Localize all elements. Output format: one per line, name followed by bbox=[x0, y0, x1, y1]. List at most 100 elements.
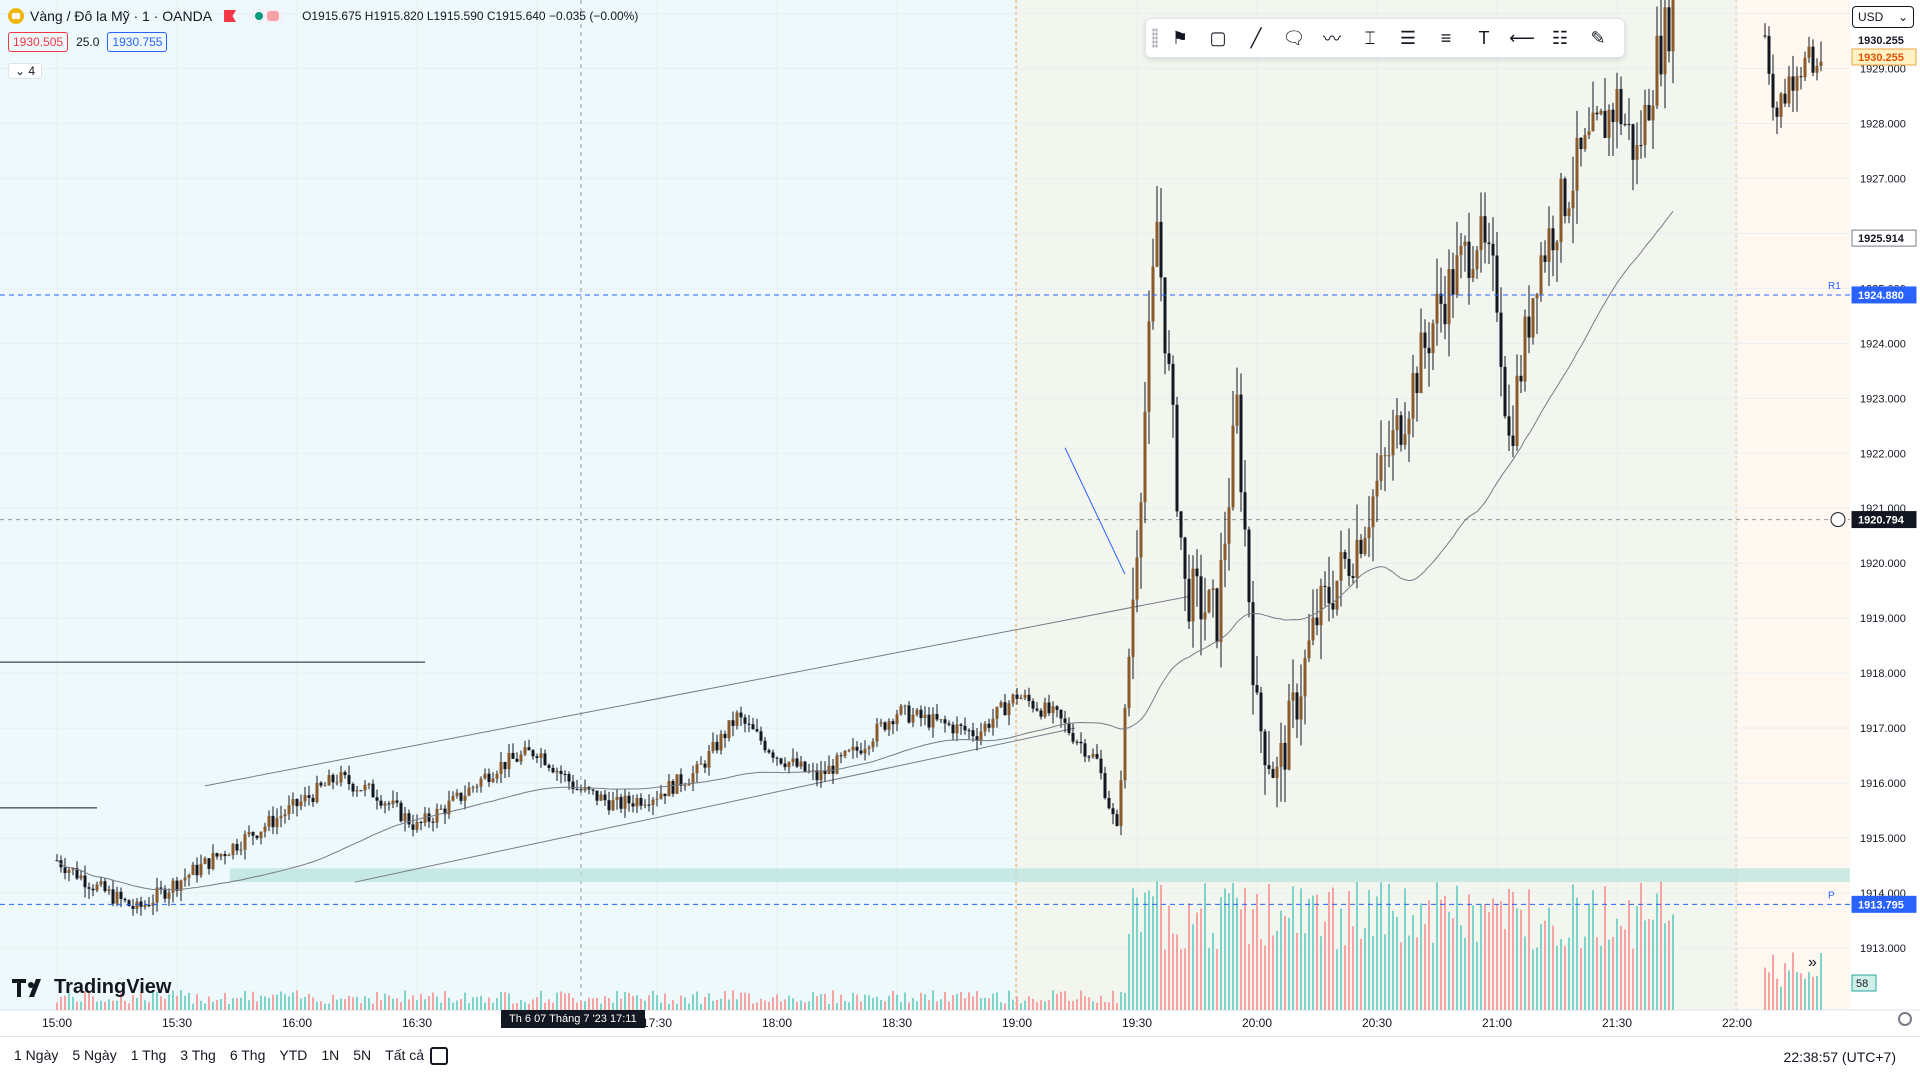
volume-bar bbox=[944, 991, 946, 1010]
candle-body bbox=[1367, 527, 1371, 538]
price-label-box bbox=[1851, 286, 1917, 304]
text-tool-icon[interactable]: T bbox=[1478, 27, 1490, 48]
calendar-icon[interactable] bbox=[430, 1047, 448, 1065]
candle-body bbox=[523, 747, 527, 755]
range-button-1[interactable]: 5 Ngày bbox=[72, 1047, 117, 1063]
volume-bar bbox=[1304, 933, 1306, 1010]
volume-bar bbox=[88, 990, 90, 1010]
volume-bar bbox=[1196, 912, 1198, 1010]
brush-tool-icon[interactable]: ✎ bbox=[1590, 27, 1606, 48]
trendline-tool-icon[interactable]: ╱ bbox=[1250, 27, 1262, 48]
candle-body bbox=[259, 831, 263, 839]
volume-bar bbox=[180, 990, 182, 1010]
drag-handle-icon[interactable] bbox=[1152, 28, 1158, 48]
candle-body bbox=[959, 724, 963, 726]
candle-body bbox=[155, 887, 159, 903]
volume-bar bbox=[376, 992, 378, 1010]
volume-bar bbox=[1416, 937, 1418, 1010]
candle-body bbox=[1663, 7, 1667, 75]
range-tool-icon[interactable]: ⌶ bbox=[1364, 27, 1376, 48]
flag-tool-icon[interactable]: ⚑ bbox=[1171, 27, 1189, 48]
price-tick-label: 1928.000 bbox=[1860, 118, 1906, 130]
chevron-down-icon: ⌄ bbox=[1897, 10, 1908, 24]
indicators-toggle[interactable]: ⌄ 4 bbox=[8, 63, 43, 79]
candle-body bbox=[1563, 178, 1567, 217]
candle-body bbox=[607, 800, 611, 811]
sell-button[interactable]: 1930.505 bbox=[8, 32, 69, 52]
filter-tool-icon[interactable]: ≡ bbox=[1440, 27, 1452, 48]
range-button-7[interactable]: 5N bbox=[353, 1047, 372, 1063]
flag-icon[interactable] bbox=[224, 10, 237, 22]
candle-body bbox=[935, 713, 939, 720]
range-button-5[interactable]: YTD bbox=[279, 1047, 308, 1063]
candle-body bbox=[1435, 293, 1439, 324]
candle-body bbox=[1411, 373, 1415, 419]
volume-bar bbox=[1800, 973, 1802, 1010]
candle-body bbox=[335, 782, 339, 784]
volume-bar bbox=[1648, 919, 1650, 1010]
menu-icon[interactable]: ☷ bbox=[1551, 27, 1569, 48]
candle-body bbox=[395, 800, 399, 803]
status-pill[interactable] bbox=[250, 9, 285, 23]
volume-bar bbox=[1224, 888, 1226, 1010]
currency-select[interactable]: USD ⌄ bbox=[1852, 6, 1914, 28]
drawing-toolbar[interactable]: ⚑ ▢ ╱ 🗨 〰 ⌶ ☰ ≡ T ⟵ ☷ ✎ bbox=[1145, 18, 1625, 58]
candle-body bbox=[391, 800, 395, 805]
volume-bar bbox=[324, 1003, 326, 1010]
callout-tool-icon[interactable]: 🗨 bbox=[1282, 27, 1306, 48]
volume-bar bbox=[588, 997, 590, 1010]
path-tool-icon[interactable]: 〰 bbox=[1323, 29, 1341, 49]
price-chart[interactable]: 1913.0001914.0001915.0001916.0001917.000… bbox=[0, 0, 1920, 1036]
candle-body bbox=[1015, 694, 1019, 699]
candle-body bbox=[1031, 700, 1035, 709]
range-button-0[interactable]: 1 Ngày bbox=[14, 1047, 59, 1063]
symbol-title[interactable]: Vàng / Đô la Mỹ · 1 · OANDA bbox=[30, 8, 213, 24]
candle-body bbox=[1487, 242, 1491, 244]
candle-body bbox=[855, 746, 859, 751]
rectangle-tool-icon[interactable]: ▢ bbox=[1209, 27, 1227, 48]
symbol-legend[interactable]: Vàng / Đô la Mỹ · 1 · OANDA O1915.675 H1… bbox=[8, 6, 638, 26]
buy-button[interactable]: 1930.755 bbox=[107, 32, 168, 52]
settings-sliders-icon[interactable]: ☰ bbox=[1399, 27, 1417, 48]
candle-body bbox=[791, 758, 795, 763]
candle-body bbox=[1787, 76, 1791, 104]
candle-body bbox=[119, 891, 123, 899]
volume-bar bbox=[1308, 898, 1310, 1010]
range-button-6[interactable]: 1N bbox=[321, 1047, 340, 1063]
candle-body bbox=[923, 714, 927, 719]
volume-bar bbox=[1612, 936, 1614, 1010]
volume-bar bbox=[612, 1002, 614, 1010]
volume-bar bbox=[668, 1003, 670, 1010]
volume-bar bbox=[168, 994, 170, 1010]
candle-body bbox=[963, 725, 967, 731]
time-tick-label: 20:00 bbox=[1242, 1016, 1272, 1030]
range-button-2[interactable]: 1 Thg bbox=[130, 1047, 167, 1063]
candle-body bbox=[907, 705, 911, 723]
add-alert-icon[interactable] bbox=[1830, 512, 1846, 528]
candle-body bbox=[99, 881, 103, 885]
candle-body bbox=[571, 781, 575, 790]
candle-body bbox=[167, 892, 171, 899]
volume-bar bbox=[800, 1000, 802, 1010]
gear-icon[interactable] bbox=[1898, 1012, 1912, 1026]
volume-bar bbox=[504, 992, 506, 1010]
candle-body bbox=[1587, 131, 1591, 136]
range-button-3[interactable]: 3 Thg bbox=[180, 1047, 216, 1063]
volume-bar bbox=[428, 996, 430, 1010]
volume-bar bbox=[956, 993, 958, 1010]
range-button-8[interactable]: Tất cả bbox=[385, 1047, 425, 1063]
volume-bar bbox=[1240, 909, 1242, 1010]
volume-bar bbox=[148, 1002, 150, 1010]
candle-body bbox=[823, 770, 827, 774]
volume-bar bbox=[188, 992, 190, 1010]
candle-body bbox=[1595, 112, 1599, 115]
candle-body bbox=[683, 785, 687, 787]
candle-body bbox=[1815, 65, 1819, 73]
line-tool-icon[interactable]: ⟵ bbox=[1509, 27, 1535, 48]
scroll-to-realtime-icon[interactable]: » bbox=[1808, 954, 1817, 971]
price-tick-label: 1918.000 bbox=[1860, 668, 1906, 680]
clock[interactable]: 22:38:57 (UTC+7) bbox=[1783, 1049, 1896, 1065]
candle-body bbox=[451, 795, 455, 801]
range-button-4[interactable]: 6 Thg bbox=[229, 1047, 266, 1063]
candle-body bbox=[1259, 692, 1263, 732]
